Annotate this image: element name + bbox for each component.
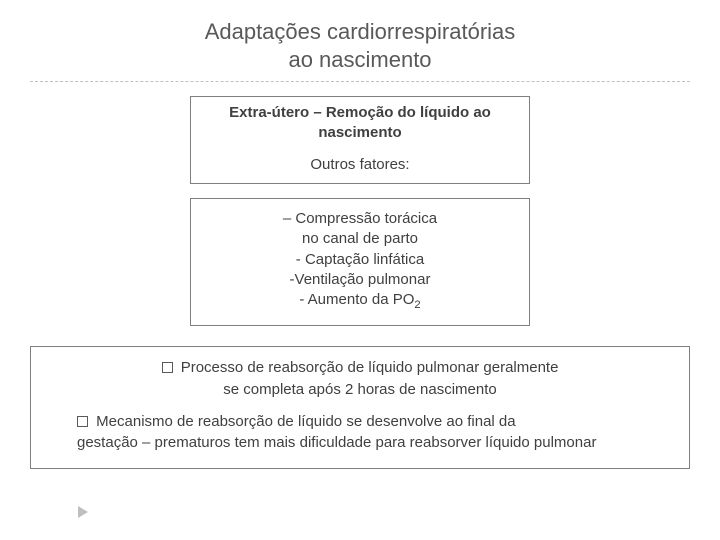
box2-l3: - Captação linfática [296, 251, 424, 268]
bullet-square-icon [162, 362, 173, 373]
box1-heading-l1: Extra-útero – Remoção do líquido ao [229, 104, 491, 121]
box1-sub: Outros fatores: [199, 156, 521, 173]
box2-l1: – Compressão torácica [283, 210, 437, 227]
box3-p1b: se completa após 2 horas de nascimento [223, 381, 497, 398]
box3-p2a: Mecanismo de reabsorção de líquido se de… [96, 413, 515, 430]
divider [30, 81, 690, 82]
box-fatores: – Compressão torácica no canal de parto … [190, 198, 530, 326]
slide-title: Adaptações cardiorrespiratórias ao nasci… [0, 0, 720, 73]
box3-p1a: Processo de reabsorção de líquido pulmon… [181, 359, 559, 376]
arrow-icon [78, 506, 88, 518]
box1-heading: Extra-útero – Remoção do líquido ao nasc… [199, 103, 521, 142]
box-extra-utero: Extra-útero – Remoção do líquido ao nasc… [190, 96, 530, 184]
box2-l5a: - Aumento da PO [299, 291, 414, 308]
box2-l5-sub: 2 [414, 299, 420, 311]
box3-p2: Mecanismo de reabsorção de líquido se de… [49, 411, 671, 455]
box3-p2b: gestação – prematuros tem mais dificulda… [77, 434, 596, 451]
box3-p1: Processo de reabsorção de líquido pulmon… [49, 357, 671, 401]
box2-l4: -Ventilação pulmonar [290, 271, 431, 288]
title-line1: Adaptações cardiorrespiratórias [205, 19, 516, 44]
box2-l2: no canal de parto [302, 230, 418, 247]
box-processo: Processo de reabsorção de líquido pulmon… [30, 346, 690, 469]
box1-heading-l2: nascimento [318, 124, 401, 141]
title-line2: ao nascimento [288, 47, 431, 72]
bullet-square-icon [77, 416, 88, 427]
